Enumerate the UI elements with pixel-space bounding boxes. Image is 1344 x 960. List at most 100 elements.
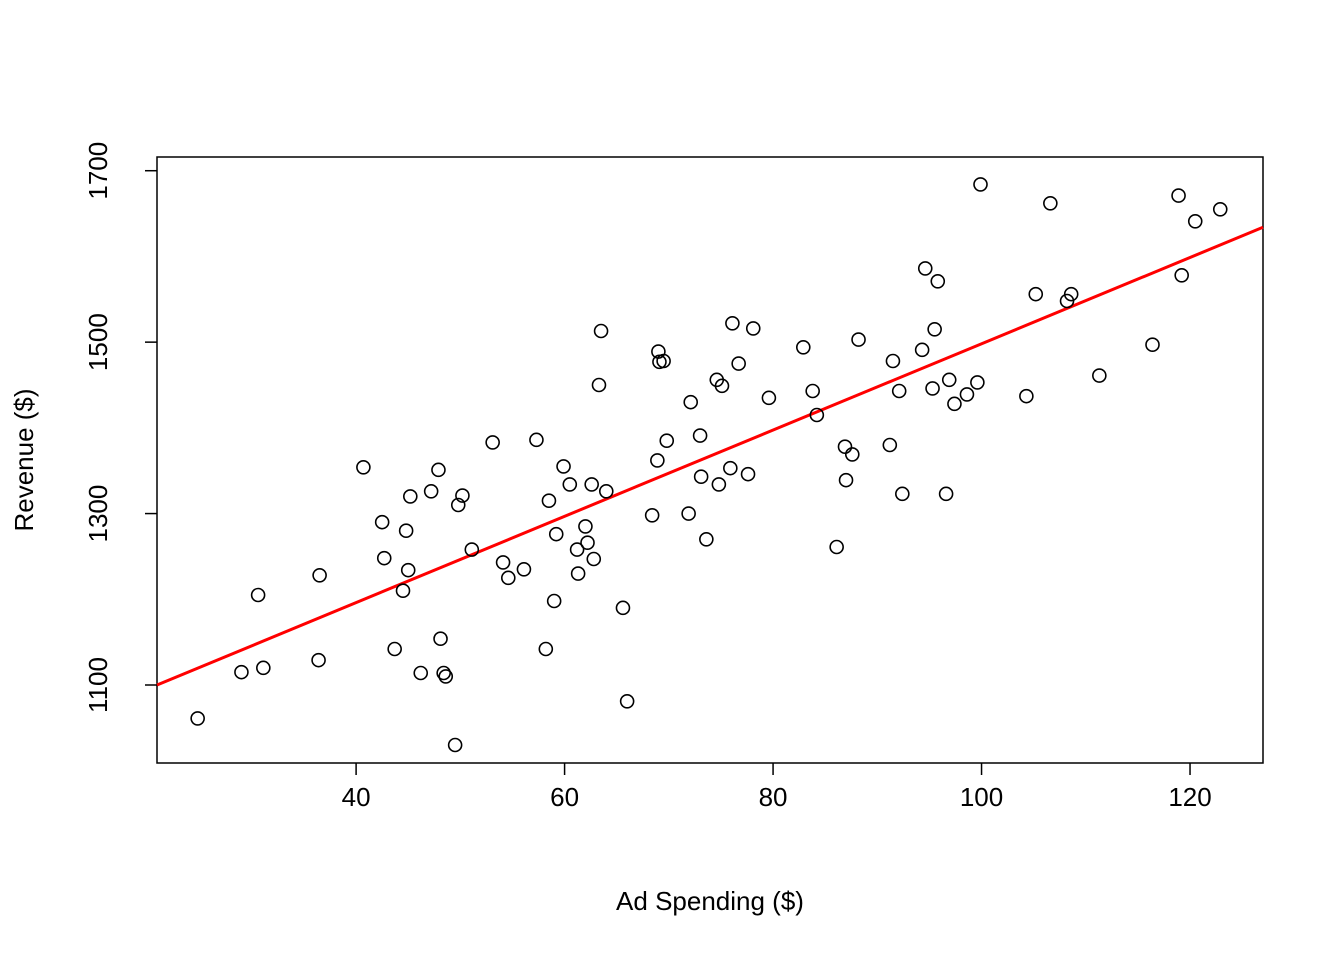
data-point (615, 600, 631, 616)
data-point (556, 459, 571, 474)
data-point (959, 387, 975, 402)
data-point (740, 466, 756, 482)
data-point (1174, 267, 1189, 283)
data-point (447, 737, 463, 753)
data-point (423, 483, 439, 499)
data-point (1043, 195, 1058, 211)
data-point (644, 507, 660, 523)
data-point (723, 460, 738, 476)
data-point (311, 652, 326, 668)
data-point (882, 437, 898, 453)
data-point (681, 506, 696, 521)
data-point (562, 477, 578, 492)
data-point (844, 447, 860, 462)
data-point (885, 353, 901, 369)
regression-line (156, 225, 1264, 687)
data-point (829, 539, 844, 555)
data-point (838, 472, 854, 488)
data-point (403, 489, 418, 504)
data-point (699, 531, 714, 547)
data-point (438, 669, 454, 684)
data-point (1145, 337, 1160, 353)
data-point (591, 377, 607, 393)
data-point (569, 542, 585, 557)
data-point (761, 390, 777, 406)
x-axis: 40 60 80 100 120 (342, 763, 1212, 812)
data-point (805, 383, 820, 399)
data-point (516, 561, 532, 577)
data-point (234, 664, 249, 680)
data-point (745, 321, 761, 336)
x-tick-label: 100 (960, 782, 1003, 812)
y-tick-label: 1500 (83, 313, 113, 371)
data-point (619, 693, 635, 709)
data-point (395, 583, 411, 599)
x-tick-label: 40 (342, 782, 371, 812)
data-point (541, 493, 557, 509)
y-axis: 1100 1300 1500 1700 (83, 142, 157, 713)
data-point (650, 453, 665, 468)
data-point (837, 439, 853, 455)
data-point (895, 486, 910, 502)
y-axis-title: Revenue ($) (9, 388, 39, 531)
data-point (500, 570, 516, 586)
data-point (570, 566, 586, 581)
data-point (190, 711, 205, 726)
data-point (312, 567, 327, 583)
data-point (914, 342, 930, 358)
data-point (659, 433, 675, 449)
data-point (436, 665, 451, 681)
data-point (795, 339, 811, 355)
data-point (683, 394, 699, 410)
data-point (495, 555, 511, 570)
data-point (1028, 286, 1044, 302)
data-point (973, 177, 988, 192)
data-point (546, 593, 562, 609)
x-tick-label: 80 (759, 782, 788, 812)
data-point (711, 477, 727, 492)
data-point (970, 375, 985, 390)
data-point (450, 497, 466, 513)
data-point (538, 641, 554, 657)
data-point (938, 486, 954, 502)
data-point (809, 407, 825, 423)
data-point (413, 665, 429, 681)
data-point (433, 631, 448, 647)
data-point (529, 432, 544, 448)
data-point (725, 315, 740, 331)
data-point (851, 332, 866, 347)
data-point (376, 550, 392, 566)
x-tick-label: 120 (1168, 782, 1211, 812)
data-point (1212, 201, 1228, 217)
data-point (917, 261, 933, 276)
data-point (455, 488, 470, 503)
data-point (656, 353, 671, 369)
x-axis-title: Ad Spending ($) (616, 886, 804, 916)
data-point (374, 514, 390, 530)
y-tick-label: 1700 (83, 142, 113, 200)
data-point (464, 542, 480, 557)
data-point (947, 396, 962, 412)
data-point (256, 660, 271, 676)
data-point (356, 459, 371, 475)
data-points (190, 177, 1228, 753)
y-tick-label: 1300 (83, 485, 113, 543)
data-point (1187, 213, 1203, 229)
data-point (731, 356, 746, 371)
data-point (598, 483, 614, 499)
data-point (1092, 368, 1107, 383)
y-tick-label: 1100 (83, 657, 113, 713)
data-point (941, 372, 957, 388)
data-point (250, 587, 266, 603)
data-point (930, 273, 946, 289)
x-tick-label: 60 (550, 782, 579, 812)
data-point (578, 519, 593, 534)
data-point (692, 428, 708, 443)
data-point (398, 523, 414, 539)
data-point (548, 526, 564, 542)
data-point (586, 551, 602, 567)
data-point (580, 535, 595, 551)
data-point (925, 381, 940, 396)
data-point (431, 462, 446, 478)
data-point (927, 321, 942, 337)
